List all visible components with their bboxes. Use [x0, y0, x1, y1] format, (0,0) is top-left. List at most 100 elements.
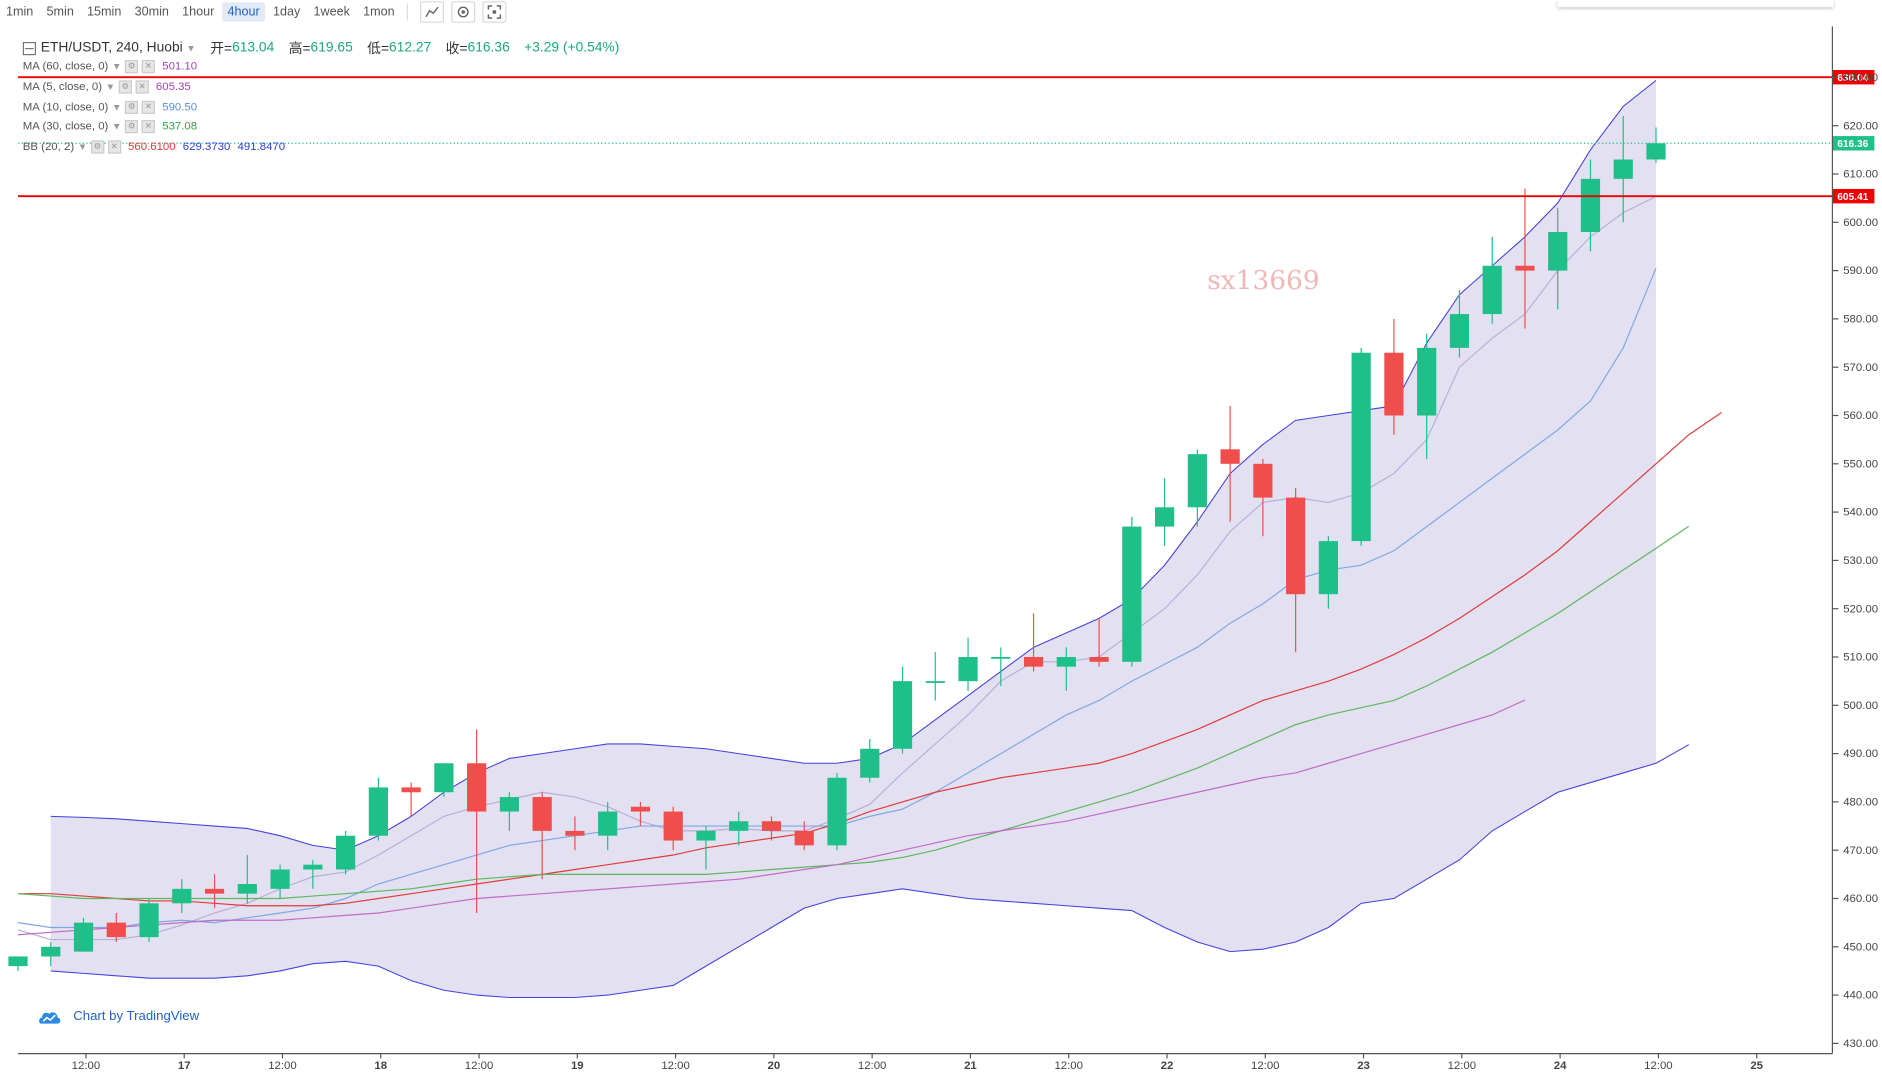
settings-icon[interactable]: ⚙: [125, 100, 139, 115]
y-tick-label: 550.00: [1843, 458, 1878, 470]
candle: [467, 729, 487, 913]
candle-body: [336, 835, 356, 870]
y-tick-label: 520.00: [1843, 603, 1878, 615]
candle-body: [204, 888, 225, 894]
candle: [958, 637, 978, 691]
chevron-down-icon[interactable]: ▼: [111, 102, 122, 113]
candle-body: [139, 903, 159, 938]
candle: [204, 874, 225, 909]
tradingview-logo[interactable]: Chart by TradingView: [36, 1008, 199, 1025]
indicator-ma60[interactable]: MA (60, close, 0) ▼ ⚙ ✕ 501.10: [23, 60, 198, 74]
x-tick-label: 12:00: [661, 1060, 690, 1072]
candle-body: [1056, 657, 1076, 667]
candle-body: [1023, 657, 1044, 667]
series-line-ma-30-close-0-: [17, 525, 1690, 900]
candle: [8, 956, 28, 971]
candle-body: [1286, 497, 1306, 595]
candle: [1482, 236, 1502, 324]
indicator-value: 501.10: [162, 60, 198, 74]
x-tick-label: 12:00: [1644, 1060, 1673, 1072]
candle: [696, 826, 716, 870]
timeframe-toolbar: 1min 5min 15min 30min 1hour 4hour 1day 1…: [0, 0, 1560, 24]
candle: [73, 917, 94, 952]
symbol-title[interactable]: ETH/USDT, 240, Huobi: [40, 40, 183, 56]
candle-body: [8, 956, 28, 967]
candle-body: [1580, 178, 1601, 232]
x-tick-label: 12:00: [465, 1060, 494, 1072]
x-tick-label: 20: [768, 1060, 781, 1072]
settings-icon[interactable]: ⚙: [90, 140, 105, 154]
close-icon[interactable]: ✕: [141, 60, 156, 74]
fullscreen-icon[interactable]: [482, 1, 507, 23]
candle-body: [1384, 352, 1404, 416]
y-tick-label: 480.00: [1843, 797, 1878, 809]
cloud-logo-icon: [39, 1012, 61, 1024]
timeframe-1min[interactable]: 1min: [6, 4, 34, 20]
indicator-value: 590.50: [162, 100, 198, 115]
candle-body: [1482, 265, 1502, 315]
candle: [1253, 458, 1273, 537]
indicator-ma5[interactable]: MA (5, close, 0) ▼ ⚙ ✕ 605.35: [22, 80, 191, 94]
close-icon[interactable]: ✕: [141, 100, 156, 115]
candle-body: [401, 787, 421, 793]
settings-icon[interactable]: ⚙: [118, 80, 132, 94]
y-tick-label: 570.00: [1843, 362, 1878, 374]
timeframe-15min[interactable]: 15min: [87, 4, 122, 20]
timeframe-30min[interactable]: 30min: [134, 4, 169, 20]
indicator-name: MA (10, close, 0): [22, 100, 109, 115]
x-tick-label: 19: [571, 1060, 584, 1072]
chevron-down-icon[interactable]: ▼: [77, 141, 88, 153]
candle: [1220, 405, 1240, 522]
timeframe-4hour[interactable]: 4hour: [221, 2, 266, 22]
chevron-down-icon[interactable]: ▼: [186, 42, 196, 54]
close-icon[interactable]: ✕: [107, 140, 121, 154]
timeframe-1week[interactable]: 1week: [313, 4, 350, 20]
timeframe-5min[interactable]: 5min: [46, 4, 74, 20]
candle-body: [565, 830, 585, 836]
settings-icon[interactable]: ⚙: [125, 120, 139, 134]
indicator-name: MA (5, close, 0): [22, 80, 103, 94]
chevron-down-icon[interactable]: ▼: [105, 81, 116, 93]
candle-body: [1646, 143, 1666, 160]
candle: [106, 912, 126, 942]
settings-icon[interactable]: ⚙: [125, 60, 139, 74]
close-icon[interactable]: ✕: [135, 80, 149, 94]
y-tick-label: 430.00: [1843, 1038, 1878, 1050]
series-line-ma-60-close-0-: [17, 699, 1526, 936]
candle: [1548, 207, 1568, 310]
candle-body: [1089, 657, 1109, 662]
overlay-panel-edge: [1557, 0, 1834, 8]
candle: [1351, 347, 1371, 546]
close-icon[interactable]: ✕: [141, 120, 156, 134]
timeframe-1hour[interactable]: 1hour: [182, 4, 215, 20]
candle: [237, 855, 257, 904]
bollinger-band-fill: [50, 80, 1657, 998]
candle-body: [532, 797, 552, 831]
symbol-legend: ETH/USDT, 240, Huobi ▼ 开= 613.04 高= 619.…: [22, 38, 619, 57]
candle: [663, 806, 683, 851]
chevron-down-icon[interactable]: ▼: [111, 121, 122, 132]
settings-icon[interactable]: [451, 1, 476, 23]
candle-body: [794, 830, 814, 846]
candle: [1417, 333, 1437, 459]
chevron-down-icon[interactable]: ▼: [111, 61, 122, 72]
watermark-text: sx13669: [1207, 266, 1320, 297]
timeframe-1mon[interactable]: 1mon: [363, 4, 395, 20]
candle: [1089, 618, 1109, 667]
candle: [1122, 516, 1142, 667]
candle-body: [1613, 159, 1633, 179]
indicator-icon[interactable]: [419, 1, 444, 23]
candle-body: [1253, 463, 1273, 498]
indicator-ma30[interactable]: MA (30, close, 0) ▼ ⚙ ✕ 537.08: [23, 120, 197, 134]
tradingview-link[interactable]: Chart by TradingView: [73, 1009, 200, 1024]
x-tick-label: 12:00: [1251, 1060, 1280, 1072]
bb-lower-value: 491.8470: [237, 140, 286, 154]
timeframe-1day[interactable]: 1day: [272, 4, 301, 20]
collapse-legend-icon[interactable]: [22, 41, 36, 55]
x-tick-label: 22: [1161, 1060, 1174, 1072]
candle-body: [630, 806, 651, 812]
indicator-ma10[interactable]: MA (10, close, 0) ▼ ⚙ ✕ 590.50: [22, 100, 198, 115]
indicator-bb[interactable]: BB (20, 2) ▼ ⚙ ✕ 560.6100 629.3730 491.8…: [23, 140, 286, 154]
price-tag-label: 605.41: [1837, 192, 1868, 203]
